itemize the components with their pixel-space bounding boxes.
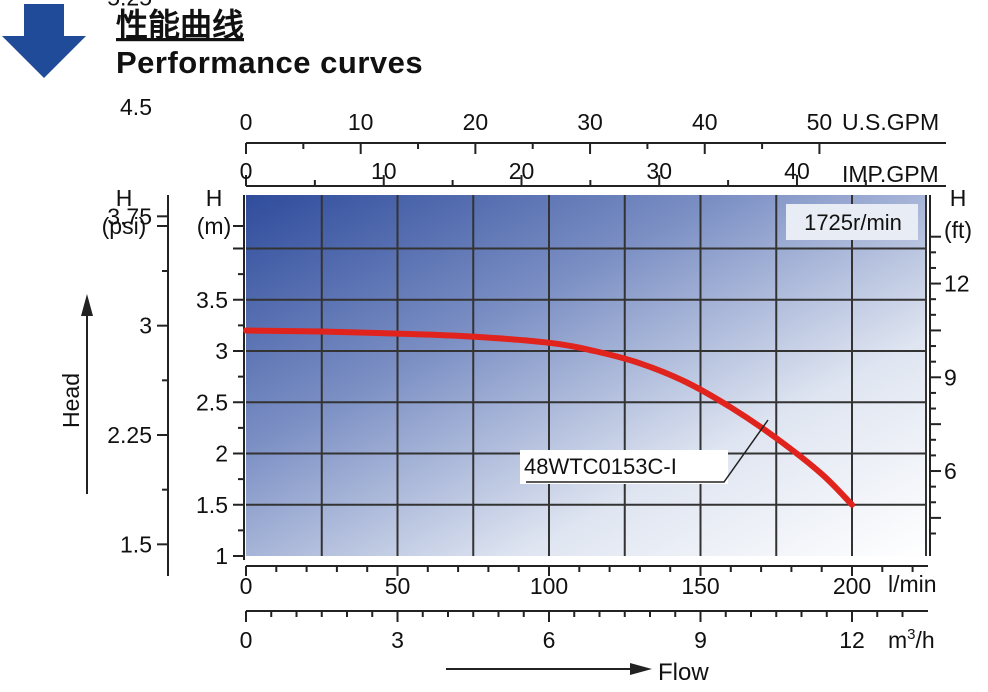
- y-m-title: H: [206, 185, 223, 211]
- curve-label-leader: [526, 419, 769, 483]
- tick-label-lmin: 200: [833, 573, 871, 599]
- tick-label-m3h: 0: [240, 627, 253, 653]
- title-chinese: 性能曲线: [116, 7, 244, 43]
- y-ft-unit: (ft): [944, 217, 972, 243]
- y-m-unit: (m): [197, 213, 231, 239]
- tick-label-lmin: 150: [681, 573, 719, 599]
- tick-label-psi: 1.5: [120, 531, 152, 557]
- tick-label-psi: 2.25: [107, 422, 152, 448]
- tick-label-m3h: 3: [391, 627, 404, 653]
- tick-label-impgpm: 30: [646, 158, 672, 184]
- flow-arrow-icon: [630, 663, 652, 675]
- tick-label-usgpm: 10: [348, 109, 374, 135]
- title-english: Performance curves: [116, 45, 423, 80]
- tick-label-psi: 5.25: [107, 0, 152, 11]
- x-unit-lmin: l/min: [888, 571, 937, 597]
- tick-label-lmin: 100: [530, 573, 568, 599]
- axes: 0 10 20 30 40 50 0 10 20 30 40 0 50 100 150 200 0 3 6 9 12 1 1…: [107, 0, 969, 653]
- tick-label-ft: 6: [944, 458, 957, 484]
- tick-label-impgpm: 20: [509, 158, 535, 184]
- tick-label-lmin: 50: [385, 573, 411, 599]
- tick-label-ft: 9: [944, 364, 957, 390]
- flow-label: Flow: [658, 659, 709, 686]
- tick-label-m3h: 12: [839, 627, 865, 653]
- speed-label: 1725r/min: [804, 210, 902, 235]
- y-ft-title: H: [950, 185, 967, 211]
- tick-label-m: 1: [215, 543, 228, 569]
- x-unit-m3h: m3/h: [888, 626, 935, 653]
- tick-label-lmin: 0: [240, 573, 253, 599]
- header-arrow: [2, 4, 86, 78]
- curve-label: 48WTC0153C-I: [524, 454, 677, 479]
- tick-label-m: 3.5: [196, 287, 228, 313]
- y-psi-title: H: [116, 185, 133, 211]
- tick-label-m: 2: [215, 441, 228, 467]
- plot-area: [246, 195, 926, 556]
- tick-label-psi: 3.75: [107, 203, 152, 229]
- tick-label-m: 3: [215, 338, 228, 364]
- tick-label-psi: 3: [139, 313, 152, 339]
- tick-label-usgpm: 30: [577, 109, 603, 135]
- tick-label-m: 2.5: [196, 389, 228, 415]
- head-label: Head: [58, 373, 84, 428]
- tick-label-usgpm: 40: [692, 109, 718, 135]
- y-psi-unit: (psi): [102, 213, 147, 239]
- head-arrow-icon: [81, 294, 93, 316]
- down-arrow-icon: [2, 4, 86, 78]
- tick-label-usgpm: 20: [463, 109, 489, 135]
- x-unit-impgpm: IMP.GPM: [842, 161, 939, 187]
- speed-label-box: [786, 204, 918, 240]
- pump-curve-48wtc0153c-i: [243, 327, 855, 508]
- tick-label-impgpm: 10: [371, 158, 397, 184]
- tick-label-usgpm: 0: [240, 109, 253, 135]
- tick-label-usgpm: 50: [807, 109, 833, 135]
- tick-label-psi: 4.5: [120, 94, 152, 120]
- tick-label-ft: 12: [944, 271, 970, 297]
- x-unit-usgpm: U.S.GPM: [842, 109, 939, 135]
- tick-label-m3h: 9: [694, 627, 707, 653]
- tick-label-m3h: 6: [543, 627, 556, 653]
- curve-label-box: [520, 450, 728, 484]
- tick-label-m: 1.5: [196, 492, 228, 518]
- tick-label-impgpm: 40: [784, 158, 810, 184]
- tick-label-impgpm: 0: [240, 158, 253, 184]
